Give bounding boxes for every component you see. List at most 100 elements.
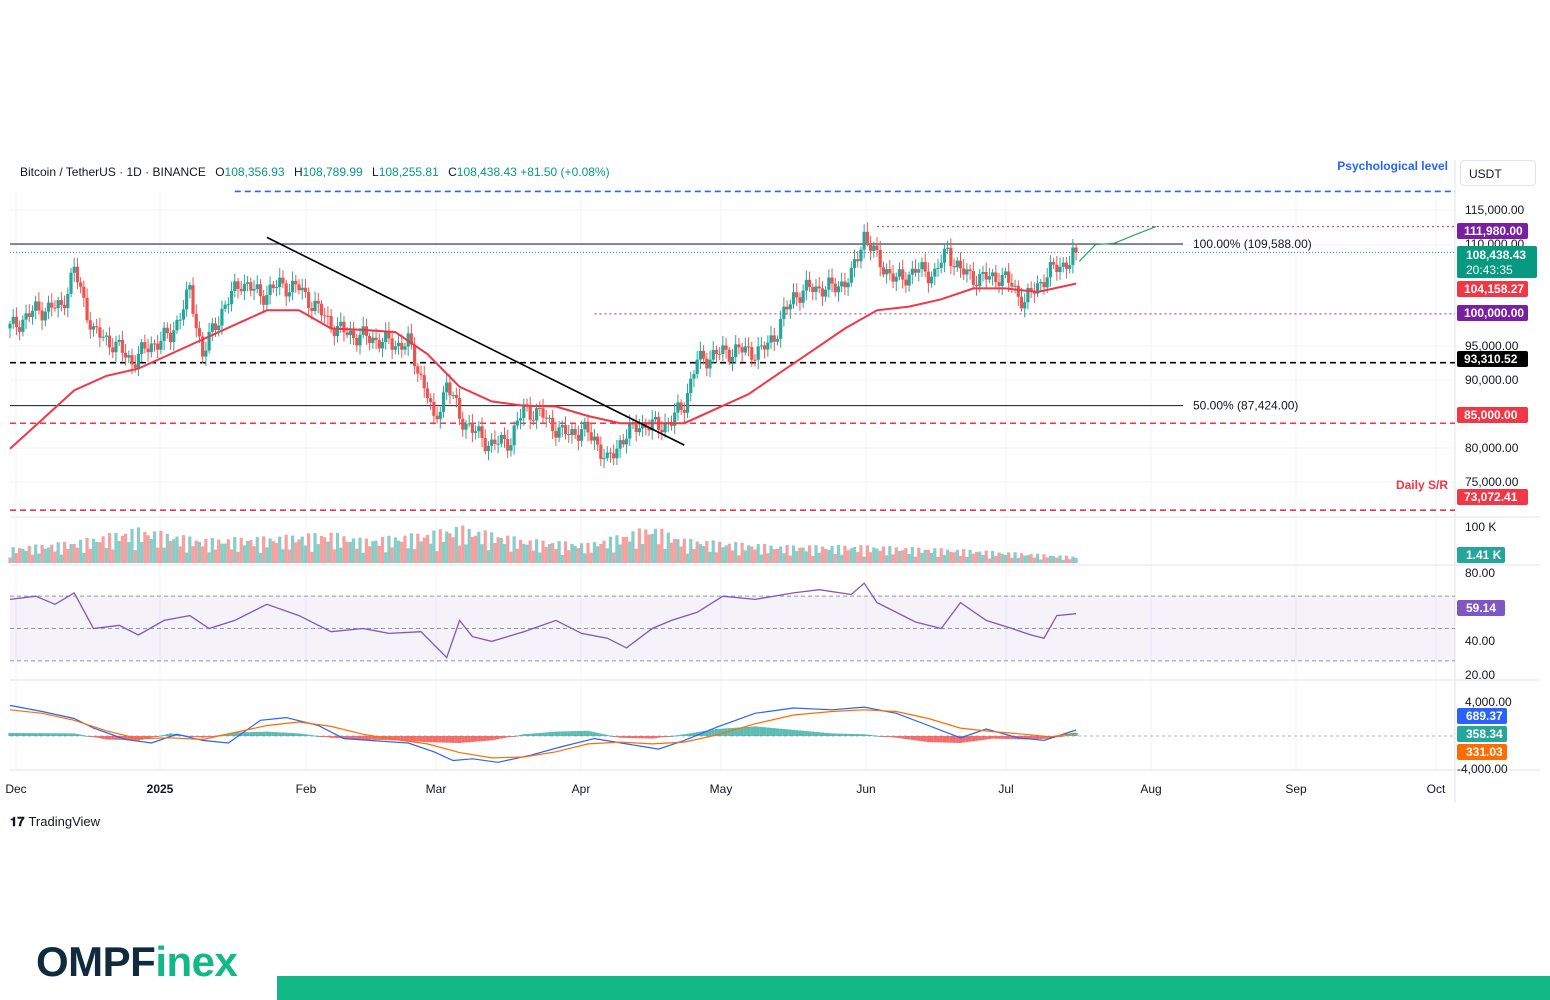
macd-histogram-bar <box>21 733 25 736</box>
rsi-tag-bg <box>1457 600 1505 616</box>
volume-bar <box>268 538 272 563</box>
macd-histogram-bar <box>403 736 407 741</box>
candle-body <box>785 306 789 310</box>
volume-bar <box>637 528 641 563</box>
candle-body <box>43 311 47 321</box>
macd-histogram-bar <box>255 731 259 736</box>
volume-bar <box>612 552 616 563</box>
macd-histogram-bar <box>422 736 426 742</box>
candle-body <box>140 342 144 354</box>
candle-body <box>939 262 943 268</box>
volume-bar <box>894 547 898 563</box>
macd-histogram-bar <box>955 736 959 743</box>
macd-histogram-bar <box>316 736 320 737</box>
volume-bar <box>518 539 523 563</box>
volume-bar <box>946 549 950 563</box>
volume-bar <box>666 532 670 563</box>
macd-tag-bg <box>1457 708 1507 724</box>
macd-histogram-bar <box>307 734 311 736</box>
tag-85000: 85,000.00 <box>1464 408 1518 422</box>
macd-histogram-bar <box>692 732 696 736</box>
macd-histogram-bar <box>939 736 943 743</box>
tradingview-logo-icon: 𝟏𝟕 <box>10 814 25 829</box>
candle-body <box>197 328 202 337</box>
volume-bar <box>140 542 144 563</box>
candle-body <box>689 378 693 394</box>
currency-unit-button[interactable]: USDT <box>1460 160 1536 186</box>
volume-bar <box>220 543 224 563</box>
volume-bar <box>589 552 593 563</box>
candle-body <box>419 373 423 376</box>
candle-body <box>621 440 625 445</box>
macd-histogram-bar <box>348 736 352 739</box>
volume-bar <box>480 544 484 563</box>
macd-histogram-bar <box>461 736 465 743</box>
volume-bar <box>531 550 536 563</box>
macd-histogram-bar <box>772 728 776 736</box>
macd-histogram-bar <box>27 733 31 736</box>
candle-body <box>962 268 966 275</box>
macd-histogram-bar <box>885 736 889 737</box>
moving-average-line <box>9 282 1077 450</box>
candle-body <box>319 303 324 316</box>
volume-bar <box>586 542 590 563</box>
volume-bar <box>104 547 108 563</box>
macd-histogram-bar <box>740 727 744 736</box>
volume-bar <box>1026 555 1030 563</box>
volume-bar <box>457 545 462 563</box>
macd-histogram-bar <box>451 736 455 743</box>
volume-bar <box>746 545 751 563</box>
candle-body <box>307 292 311 309</box>
volume-bar <box>984 550 988 563</box>
volume-bar <box>181 535 185 563</box>
volume-bar <box>152 531 157 563</box>
macd-histogram-bar <box>640 736 645 739</box>
candle-body <box>554 431 558 438</box>
volume-bar <box>438 529 442 563</box>
macd-histogram-bar <box>608 735 613 737</box>
macd-histogram-bar <box>528 733 532 736</box>
candle-body <box>165 327 169 333</box>
macd-histogram-bar <box>457 736 462 743</box>
macd-histogram-bar <box>833 733 837 736</box>
candle-body <box>53 307 57 309</box>
candle-body <box>602 458 606 460</box>
candle-body <box>551 417 555 432</box>
macd-histogram-bar <box>8 732 12 736</box>
candle-body <box>579 429 584 441</box>
candle-body <box>769 335 773 343</box>
macd-histogram-bar <box>779 728 783 736</box>
macd-histogram-bar <box>162 734 166 736</box>
macd-histogram-bar <box>319 736 324 737</box>
volume-bar <box>872 547 876 563</box>
volume-bar <box>194 540 198 563</box>
tag-93310: 93,310.52 <box>1464 352 1518 366</box>
volume-bar <box>493 543 497 563</box>
candle-body <box>955 260 959 268</box>
candle-body <box>14 316 19 328</box>
candle-body <box>801 290 805 303</box>
price-pane[interactable] <box>8 222 1455 469</box>
candle-body <box>201 336 205 357</box>
candle-body <box>1003 271 1008 275</box>
macd-histogram-bar <box>592 732 597 736</box>
volume-bar <box>782 553 786 563</box>
volume-bar <box>547 544 552 563</box>
macd-histogram-bar <box>490 736 494 741</box>
daily-sr-label: Daily S/R <box>1396 478 1448 492</box>
volume-bar <box>907 553 911 563</box>
candle-body <box>695 359 699 375</box>
macd-histogram-bar <box>952 736 956 743</box>
candle-body <box>470 423 474 433</box>
candle-body <box>130 355 134 365</box>
candle-body <box>660 429 664 433</box>
volume-bar <box>833 554 837 563</box>
macd-histogram-bar <box>82 735 86 737</box>
macd-tick-label: 4,000.00 <box>1465 695 1512 709</box>
macd-histogram-bar <box>801 730 805 736</box>
volume-bar <box>913 556 918 563</box>
symbol-label[interactable]: Bitcoin / TetherUS · 1D · BINANCE <box>20 165 206 179</box>
macd-histogram-bar <box>406 736 410 742</box>
macd-histogram-bar <box>827 733 831 736</box>
